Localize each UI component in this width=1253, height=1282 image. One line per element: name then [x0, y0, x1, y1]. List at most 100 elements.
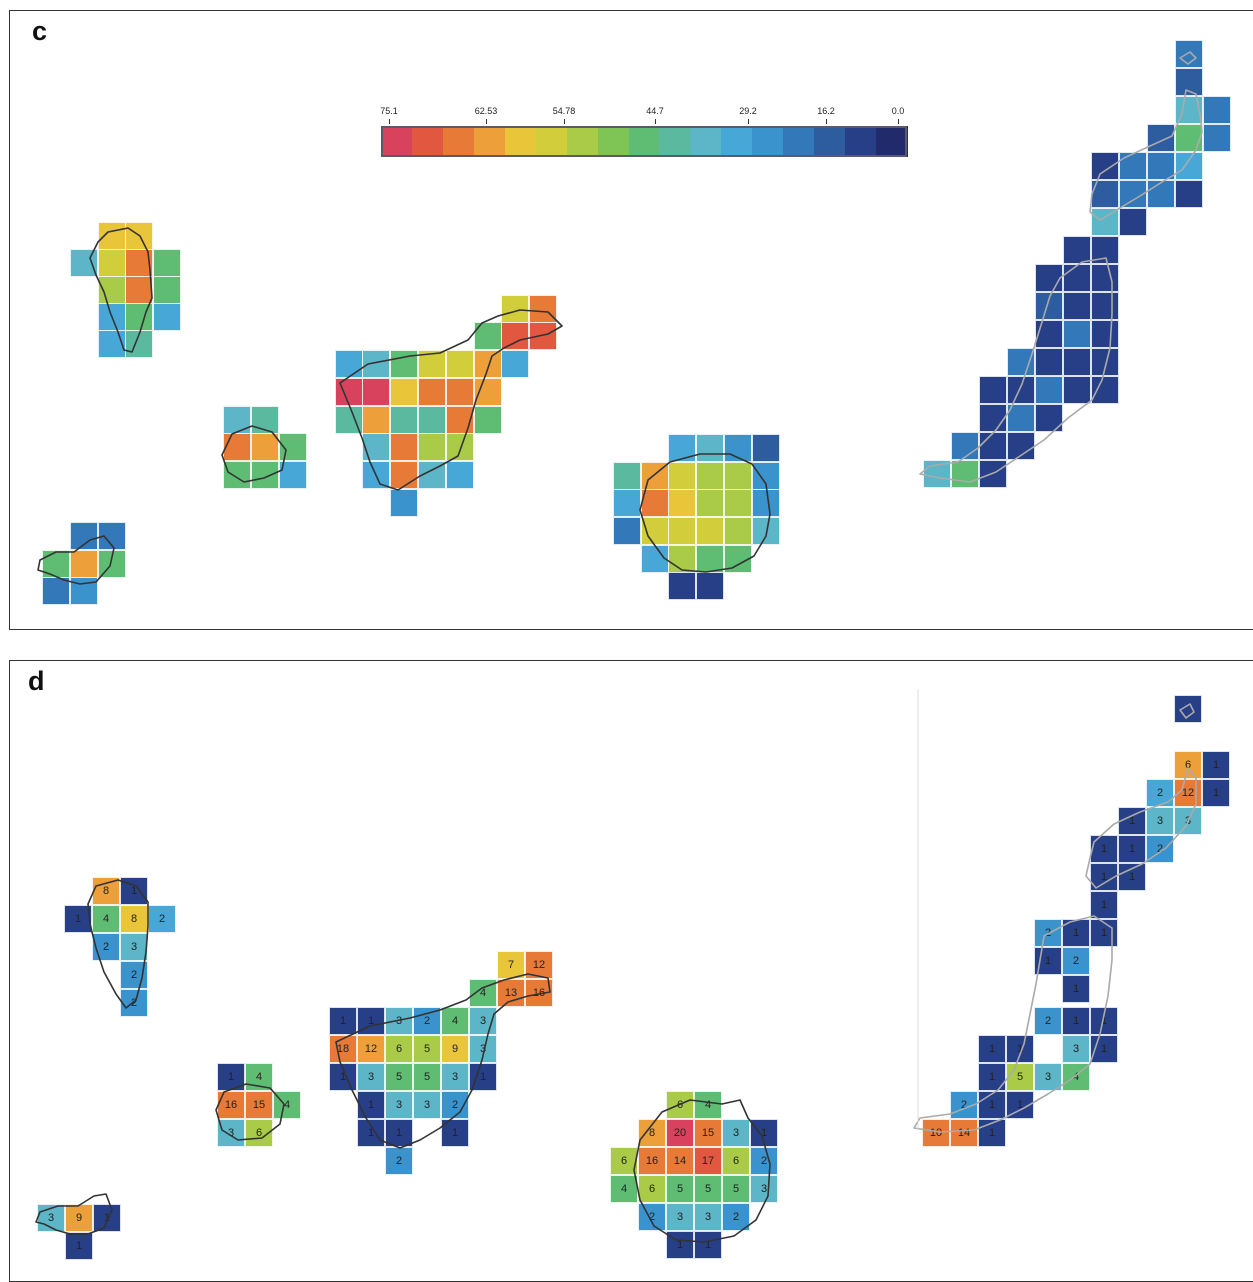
- grid-cell: [64, 905, 92, 933]
- grid-cell: [92, 905, 120, 933]
- grid-cell: [752, 434, 780, 462]
- grid-cell: [1119, 152, 1147, 180]
- legend-label: 44.7: [646, 106, 664, 116]
- grid-cell: [668, 572, 696, 600]
- grid-cell: [722, 1175, 750, 1203]
- grid-cell: [446, 378, 474, 406]
- grid-cell: [722, 1203, 750, 1231]
- color-ramp-step: [752, 126, 784, 157]
- grid-cell: [1091, 208, 1119, 236]
- grid-cell: [1175, 180, 1203, 208]
- grid-cell: [390, 378, 418, 406]
- grid-cell: [1034, 1063, 1062, 1091]
- grid-cell: [125, 222, 153, 250]
- grid-cell: [666, 1203, 694, 1231]
- la-palma-outline-c: [89, 227, 153, 353]
- grid-cell: [390, 489, 418, 517]
- grid-cell: [724, 489, 752, 517]
- grid-cell: [1175, 152, 1203, 180]
- grid-cell: [413, 1091, 441, 1119]
- grid-cell: [1063, 264, 1091, 292]
- grid-cell: [1147, 152, 1175, 180]
- gran-canaria-outline-d: [633, 1099, 771, 1243]
- grid-cell: [1174, 695, 1202, 723]
- grid-cell: [752, 517, 780, 545]
- grid-cell: [98, 249, 126, 277]
- grid-cell: [441, 1063, 469, 1091]
- grid-cell: [1062, 975, 1090, 1003]
- grid-cell: [750, 1175, 778, 1203]
- grid-cell: [1203, 124, 1231, 152]
- color-ramp-frame: [381, 126, 907, 157]
- grid-cell: [724, 462, 752, 490]
- grid-cell: [1007, 432, 1035, 460]
- grid-cell: [1035, 376, 1063, 404]
- grid-cell: [362, 461, 390, 489]
- grid-cell: [357, 1091, 385, 1119]
- legend-tick: [826, 119, 827, 124]
- color-ramp-step: [566, 126, 599, 157]
- grid-cell: [1090, 919, 1118, 947]
- grid-cell: [1175, 124, 1203, 152]
- gran-canaria-outline-c: [639, 453, 771, 573]
- grid-cell: [446, 350, 474, 378]
- grid-cell: [613, 462, 641, 490]
- grid-cell: [1035, 320, 1063, 348]
- grid-cell: [223, 461, 251, 489]
- grid-cell: [153, 276, 181, 304]
- grid-cell: [1118, 863, 1146, 891]
- legend-label: 29.2: [739, 106, 757, 116]
- grid-cell: [245, 1063, 273, 1091]
- el-hierro-outline-d: [35, 1193, 113, 1235]
- grid-cell: [153, 249, 181, 277]
- grid-cell: [668, 517, 696, 545]
- grid-cell: [385, 1147, 413, 1175]
- grid-cell: [1202, 751, 1230, 779]
- grid-cell: [1006, 1035, 1034, 1063]
- tenerife-outline-c: [339, 309, 563, 491]
- grid-cell: [251, 461, 279, 489]
- grid-cell: [1035, 348, 1063, 376]
- grid-cell: [501, 350, 529, 378]
- lanzarote-outline-d: [1085, 767, 1197, 889]
- grid-cell: [750, 1147, 778, 1175]
- grid-cell: [1062, 947, 1090, 975]
- grid-cell: [1091, 348, 1119, 376]
- grid-cell: [666, 1119, 694, 1147]
- grid-cell: [668, 434, 696, 462]
- grid-cell: [357, 1063, 385, 1091]
- grid-cell: [446, 461, 474, 489]
- grid-cell: [148, 905, 176, 933]
- legend-label: 0.0: [891, 106, 905, 116]
- grid-cell: [724, 517, 752, 545]
- color-ramp-step: [473, 126, 506, 157]
- grid-cell: [922, 1119, 950, 1147]
- grid-cell: [251, 433, 279, 461]
- color-ramp-step: [659, 126, 691, 157]
- grid-cell: [610, 1147, 638, 1175]
- grid-cell: [1063, 376, 1091, 404]
- grid-cell: [390, 406, 418, 434]
- grid-cell: [694, 1175, 722, 1203]
- grid-cell: [335, 350, 363, 378]
- grid-cell: [497, 979, 525, 1007]
- grid-cell: [638, 1203, 666, 1231]
- grid-cell: [978, 1091, 1006, 1119]
- grid-cell: [217, 1119, 245, 1147]
- color-ramp-step: [721, 126, 753, 157]
- grid-cell: [245, 1091, 273, 1119]
- grid-cell: [696, 572, 724, 600]
- grid-cell: [1063, 292, 1091, 320]
- legend-label: 62.53: [474, 106, 498, 116]
- grid-cell: [501, 295, 529, 323]
- grid-cell: [638, 1147, 666, 1175]
- grid-cell: [362, 433, 390, 461]
- grid-cell: [1174, 751, 1202, 779]
- grid-cell: [752, 489, 780, 517]
- panel-label-d: d: [28, 666, 45, 696]
- grid-cell: [65, 1204, 93, 1232]
- grid-cell: [666, 1147, 694, 1175]
- grid-cell: [497, 951, 525, 979]
- panel-label-c: c: [32, 16, 48, 46]
- grid-cell: [696, 462, 724, 490]
